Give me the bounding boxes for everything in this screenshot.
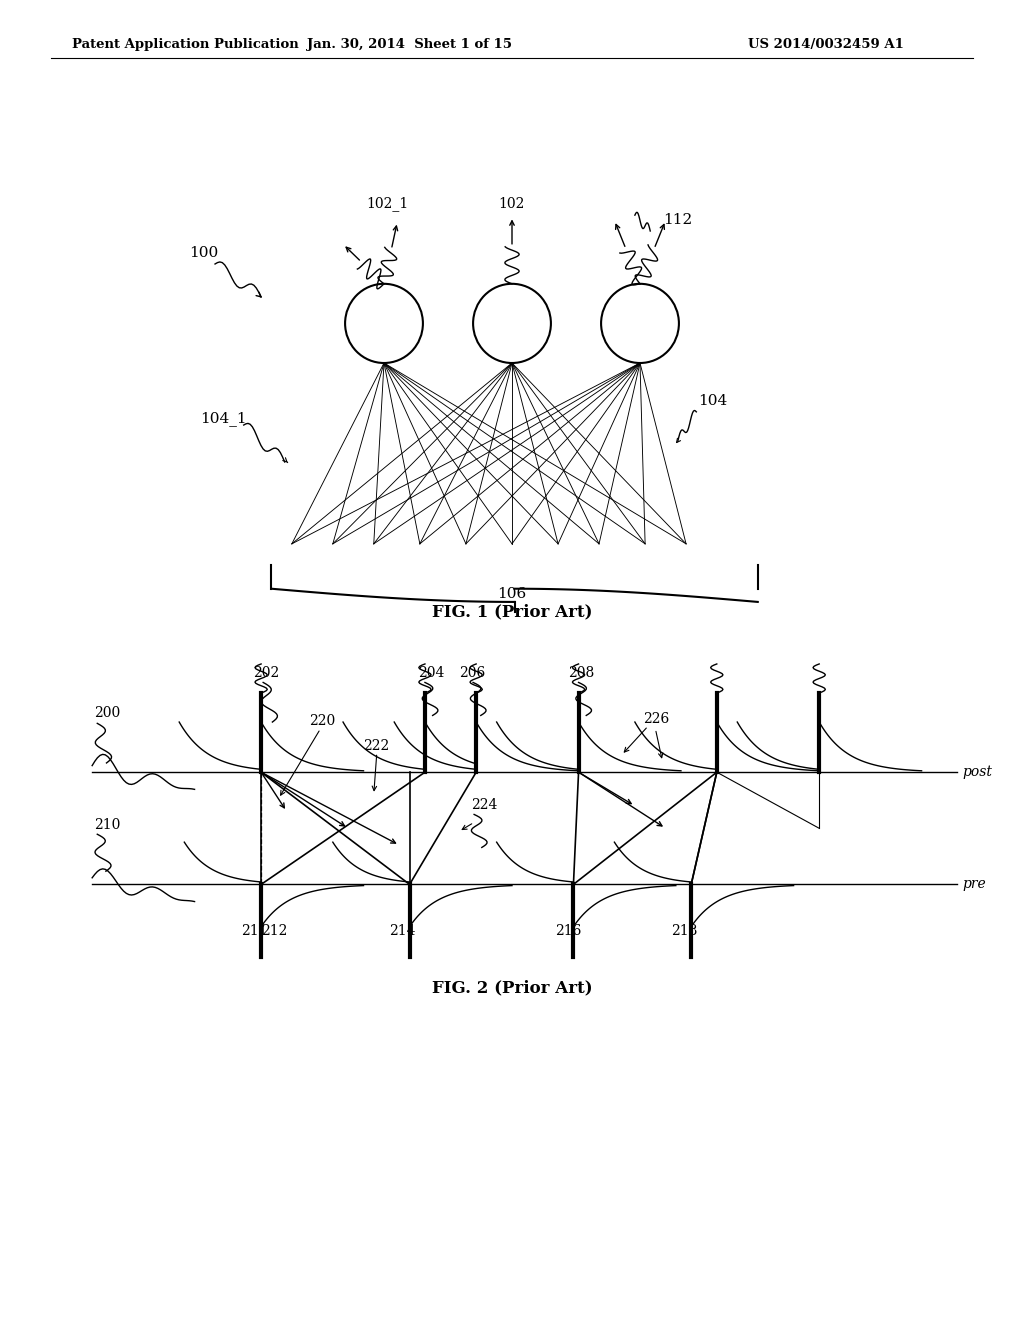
- Text: Jan. 30, 2014  Sheet 1 of 15: Jan. 30, 2014 Sheet 1 of 15: [307, 38, 512, 51]
- Text: 106: 106: [498, 587, 526, 602]
- Text: 104: 104: [698, 395, 728, 408]
- Text: FIG. 2 (Prior Art): FIG. 2 (Prior Art): [432, 979, 592, 997]
- Text: 218: 218: [671, 924, 697, 939]
- Text: 200: 200: [94, 706, 121, 719]
- Text: Patent Application Publication: Patent Application Publication: [72, 38, 298, 51]
- Text: 206: 206: [459, 667, 485, 680]
- Text: 112: 112: [664, 214, 693, 227]
- Text: 102: 102: [499, 197, 525, 211]
- Text: 214: 214: [389, 924, 416, 939]
- Text: 100: 100: [189, 247, 219, 260]
- Text: 222: 222: [364, 739, 390, 752]
- Text: US 2014/0032459 A1: US 2014/0032459 A1: [748, 38, 903, 51]
- Text: 224: 224: [471, 799, 498, 812]
- Text: 226: 226: [643, 713, 670, 726]
- Text: 204: 204: [418, 667, 444, 680]
- Text: post: post: [963, 766, 992, 779]
- Text: 212: 212: [261, 924, 288, 939]
- Text: 210: 210: [94, 818, 121, 832]
- Text: 104_1: 104_1: [200, 411, 247, 426]
- Text: 208: 208: [568, 667, 595, 680]
- Text: 202: 202: [253, 667, 280, 680]
- Text: 216: 216: [555, 924, 582, 939]
- Text: FIG. 1 (Prior Art): FIG. 1 (Prior Art): [432, 603, 592, 620]
- Text: 211: 211: [241, 924, 267, 939]
- Text: 220: 220: [309, 714, 336, 727]
- Text: 102_1: 102_1: [367, 197, 409, 211]
- Text: pre: pre: [963, 878, 986, 891]
